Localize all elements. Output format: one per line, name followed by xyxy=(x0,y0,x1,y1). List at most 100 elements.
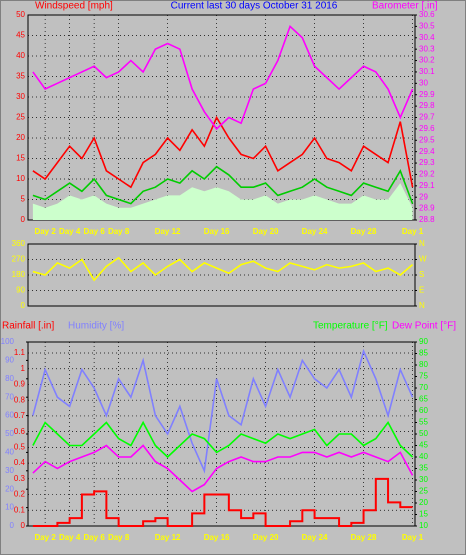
series-label: Dew Point [°F] xyxy=(392,321,456,332)
y-tick-label: 20 xyxy=(16,133,25,142)
y3-tick-label: 50 xyxy=(5,429,14,438)
x-tick-label: Day 12 xyxy=(155,227,181,236)
x-tick-label: Day 8 xyxy=(108,533,130,542)
y-tick-label: 270 xyxy=(12,255,26,264)
y2-tick-label: W xyxy=(419,255,427,264)
x-tick-label: Day 24 xyxy=(302,533,328,542)
y2-tick-label: 25 xyxy=(419,487,428,496)
y2-tick-label: 30.5 xyxy=(419,21,435,30)
y-tick-label: 0.3 xyxy=(14,474,26,483)
y-tick-label: 0.4 xyxy=(14,458,26,467)
series-label: Humidity [%] xyxy=(68,321,124,332)
y2-tick-label: 29 xyxy=(419,192,428,201)
chart-title: Current last 30 days October 31 2016 xyxy=(171,1,338,12)
y-tick-label: 5 xyxy=(21,195,26,204)
y2-tick-label: 80 xyxy=(419,360,428,369)
x-tick-label: Day 20 xyxy=(253,533,279,542)
y-tick-label: 0.9 xyxy=(14,380,26,389)
x-tick-label: Day 24 xyxy=(302,227,328,236)
x-tick-label: Day 4 xyxy=(59,533,81,542)
y2-tick-label: 70 xyxy=(419,383,428,392)
y3-tick-label: 80 xyxy=(5,374,14,383)
y2-tick-label: 20 xyxy=(419,498,428,507)
y2-tick-label: 28.8 xyxy=(419,215,435,224)
x-tick-label: Day 2 xyxy=(34,227,56,236)
y3-tick-label: 30 xyxy=(5,466,14,475)
y2-tick-label: 10 xyxy=(419,521,428,530)
y2-tick-label: 30.3 xyxy=(419,44,435,53)
x-tick-label: Day 2 xyxy=(34,533,56,542)
y2-tick-label: 40 xyxy=(419,452,428,461)
y2-tick-label: 65 xyxy=(419,395,428,404)
y2-tick-label: S xyxy=(419,270,424,279)
x-tick-label: Day 1 xyxy=(402,533,424,542)
y2-tick-label: 85 xyxy=(419,349,428,358)
y2-tick-label: 30.4 xyxy=(419,33,435,42)
y2-tick-label: 29.8 xyxy=(419,101,435,110)
y2-tick-label: 30 xyxy=(419,78,428,87)
x-tick-label: Day 8 xyxy=(108,227,130,236)
series-label: Windspeed [mph] xyxy=(35,1,113,12)
y-tick-label: 25 xyxy=(16,113,25,122)
y2-tick-label: N xyxy=(419,239,425,248)
y-tick-label: 50 xyxy=(16,10,25,19)
y2-tick-label: 30.1 xyxy=(419,67,435,76)
y3-tick-label: 70 xyxy=(5,392,14,401)
y2-tick-label: E xyxy=(419,286,424,295)
x-tick-label: Day 28 xyxy=(351,227,377,236)
y2-tick-label: 29.7 xyxy=(419,113,435,122)
y3-tick-label: 20 xyxy=(5,484,14,493)
y2-tick-label: 15 xyxy=(419,510,428,519)
y3-tick-label: 100 xyxy=(1,337,15,346)
y2-tick-label: 29.3 xyxy=(419,158,435,167)
y-tick-label: 45 xyxy=(16,31,25,40)
y-tick-label: 40 xyxy=(16,51,25,60)
y-tick-label: 15 xyxy=(16,154,25,163)
y-tick-label: 0.8 xyxy=(14,395,26,404)
y2-tick-label: 35 xyxy=(419,464,428,473)
x-tick-label: Day 6 xyxy=(83,227,105,236)
y-tick-label: 0.6 xyxy=(14,427,26,436)
x-tick-label: Day 6 xyxy=(83,533,105,542)
y-tick-label: 0.5 xyxy=(14,442,26,451)
y3-tick-label: 0 xyxy=(10,521,15,530)
series-label: Barometer [.in] xyxy=(372,1,438,12)
y2-tick-label: 28.9 xyxy=(419,204,435,213)
line xyxy=(32,165,414,205)
y2-tick-label: 29.2 xyxy=(419,170,435,179)
x-tick-label: Day 16 xyxy=(204,227,230,236)
y-tick-label: 0 xyxy=(21,215,26,224)
y-tick-label: 0 xyxy=(21,521,26,530)
y-tick-label: 1.1 xyxy=(14,348,26,357)
y2-tick-label: 29.1 xyxy=(419,181,435,190)
line xyxy=(32,115,414,189)
y2-tick-label: 90 xyxy=(419,337,428,346)
area xyxy=(32,183,413,220)
x-tick-label: Day 16 xyxy=(204,533,230,542)
y2-tick-label: 29.5 xyxy=(419,135,435,144)
y2-tick-label: 50 xyxy=(419,429,428,438)
y2-tick-label: 75 xyxy=(419,372,428,381)
series-label: Temperature [°F] xyxy=(313,321,388,332)
y-tick-label: 10 xyxy=(16,174,25,183)
y-tick-label: 0.2 xyxy=(14,490,26,499)
y2-tick-label: 29.6 xyxy=(419,124,435,133)
y2-tick-label: 29.9 xyxy=(419,90,435,99)
y2-tick-label: 30 xyxy=(419,475,428,484)
line xyxy=(32,444,414,493)
line xyxy=(32,420,414,459)
x-tick-label: Day 4 xyxy=(59,227,81,236)
y2-tick-label: 29.4 xyxy=(419,147,435,156)
line xyxy=(32,256,414,282)
y2-tick-label: 30.2 xyxy=(419,56,435,65)
y3-tick-label: 60 xyxy=(5,411,14,420)
y-tick-label: 0.7 xyxy=(14,411,26,420)
y2-tick-label: 55 xyxy=(419,418,428,427)
x-tick-label: Day 28 xyxy=(351,533,377,542)
x-tick-label: Day 20 xyxy=(253,227,279,236)
y2-tick-label: 60 xyxy=(419,406,428,415)
y3-tick-label: 90 xyxy=(5,356,14,365)
y-tick-label: 0 xyxy=(21,301,26,310)
line xyxy=(32,477,413,527)
